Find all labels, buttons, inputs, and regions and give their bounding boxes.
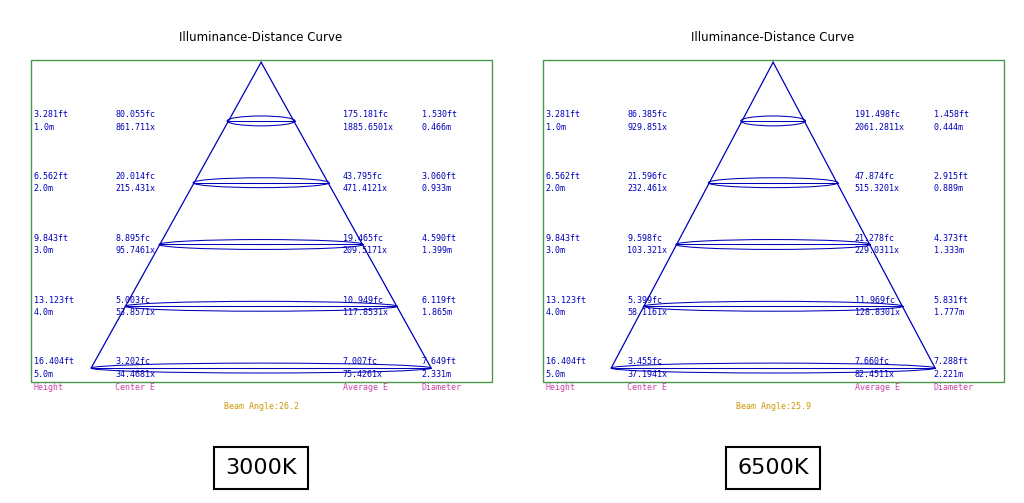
Text: 4.373ft: 4.373ft bbox=[934, 234, 969, 243]
Text: 471.4121x: 471.4121x bbox=[343, 185, 388, 193]
Bar bbox=[31, 60, 492, 382]
Text: 1.458ft: 1.458ft bbox=[934, 110, 969, 119]
Text: 3.281ft: 3.281ft bbox=[34, 110, 69, 119]
Text: 5.003fc: 5.003fc bbox=[116, 296, 151, 305]
Text: 3.0m: 3.0m bbox=[546, 246, 565, 255]
Text: 191.498fc: 191.498fc bbox=[855, 110, 900, 119]
Text: 53.8571x: 53.8571x bbox=[116, 308, 156, 317]
Text: Average E: Average E bbox=[855, 383, 900, 392]
Text: 95.7461x: 95.7461x bbox=[116, 246, 156, 255]
Text: 9.598fc: 9.598fc bbox=[628, 234, 663, 243]
Text: 80.055fc: 80.055fc bbox=[116, 110, 156, 119]
Text: 6.562ft: 6.562ft bbox=[546, 172, 581, 181]
Text: 1885.6501x: 1885.6501x bbox=[343, 123, 393, 132]
Text: 929.851x: 929.851x bbox=[628, 123, 668, 132]
Text: 3.202fc: 3.202fc bbox=[116, 358, 151, 366]
Text: 103.321x: 103.321x bbox=[628, 246, 668, 255]
Text: 215.431x: 215.431x bbox=[116, 185, 156, 193]
Text: 6500K: 6500K bbox=[737, 458, 809, 478]
Text: 10.949fc: 10.949fc bbox=[343, 296, 383, 305]
Text: 2061.2811x: 2061.2811x bbox=[855, 123, 905, 132]
Text: Average E: Average E bbox=[343, 383, 388, 392]
Text: 1.530ft: 1.530ft bbox=[422, 110, 457, 119]
Text: Height: Height bbox=[34, 383, 63, 392]
Text: 37.1941x: 37.1941x bbox=[628, 370, 668, 379]
Text: Illuminance-Distance Curve: Illuminance-Distance Curve bbox=[691, 31, 855, 44]
Text: Diameter: Diameter bbox=[934, 383, 974, 392]
Text: 3.281ft: 3.281ft bbox=[546, 110, 581, 119]
Text: 9.843ft: 9.843ft bbox=[34, 234, 69, 243]
Text: 1.865m: 1.865m bbox=[422, 308, 452, 317]
Text: 47.874fc: 47.874fc bbox=[855, 172, 895, 181]
Text: 1.333m: 1.333m bbox=[934, 246, 964, 255]
Text: 7.288ft: 7.288ft bbox=[934, 358, 969, 366]
Text: 20.014fc: 20.014fc bbox=[116, 172, 156, 181]
Text: 209.5171x: 209.5171x bbox=[343, 246, 388, 255]
Text: 82.4511x: 82.4511x bbox=[855, 370, 895, 379]
Text: 4.590ft: 4.590ft bbox=[422, 234, 457, 243]
Text: 7.007fc: 7.007fc bbox=[343, 358, 378, 366]
Text: 5.399fc: 5.399fc bbox=[628, 296, 663, 305]
Bar bbox=[543, 60, 1004, 382]
Text: 861.711x: 861.711x bbox=[116, 123, 156, 132]
Text: 1.399m: 1.399m bbox=[422, 246, 452, 255]
Text: 7.649ft: 7.649ft bbox=[422, 358, 457, 366]
Text: Beam Angle:25.9: Beam Angle:25.9 bbox=[735, 402, 811, 411]
Text: 3.455fc: 3.455fc bbox=[628, 358, 663, 366]
Text: 232.461x: 232.461x bbox=[628, 185, 668, 193]
Text: 19.465fc: 19.465fc bbox=[343, 234, 383, 243]
Text: 5.831ft: 5.831ft bbox=[934, 296, 969, 305]
Text: 2.915ft: 2.915ft bbox=[934, 172, 969, 181]
Text: Center E: Center E bbox=[628, 383, 668, 392]
Text: 1.0m: 1.0m bbox=[34, 123, 53, 132]
Text: 2.331m: 2.331m bbox=[422, 370, 452, 379]
Text: 5.0m: 5.0m bbox=[546, 370, 565, 379]
Text: 0.466m: 0.466m bbox=[422, 123, 452, 132]
Text: 2.221m: 2.221m bbox=[934, 370, 964, 379]
Text: 16.404ft: 16.404ft bbox=[34, 358, 74, 366]
Text: Diameter: Diameter bbox=[422, 383, 462, 392]
Text: 229.0311x: 229.0311x bbox=[855, 246, 900, 255]
Text: 21.596fc: 21.596fc bbox=[628, 172, 668, 181]
Text: Beam Angle:26.2: Beam Angle:26.2 bbox=[223, 402, 299, 411]
Text: 9.843ft: 9.843ft bbox=[546, 234, 581, 243]
Text: 75.4261x: 75.4261x bbox=[343, 370, 383, 379]
Text: 515.3201x: 515.3201x bbox=[855, 185, 900, 193]
Text: 0.933m: 0.933m bbox=[422, 185, 452, 193]
Text: 43.795fc: 43.795fc bbox=[343, 172, 383, 181]
Text: 0.889m: 0.889m bbox=[934, 185, 964, 193]
Text: 3.0m: 3.0m bbox=[34, 246, 53, 255]
Text: 3.060ft: 3.060ft bbox=[422, 172, 457, 181]
Text: 2.0m: 2.0m bbox=[546, 185, 565, 193]
Text: 21.278fc: 21.278fc bbox=[855, 234, 895, 243]
Text: 0.444m: 0.444m bbox=[934, 123, 964, 132]
Text: 58.1161x: 58.1161x bbox=[628, 308, 668, 317]
Text: 7.660fc: 7.660fc bbox=[855, 358, 890, 366]
Text: 3000K: 3000K bbox=[225, 458, 297, 478]
Text: 5.0m: 5.0m bbox=[34, 370, 53, 379]
Text: 1.777m: 1.777m bbox=[934, 308, 964, 317]
Text: Illuminance-Distance Curve: Illuminance-Distance Curve bbox=[179, 31, 343, 44]
Text: 4.0m: 4.0m bbox=[34, 308, 53, 317]
Text: 6.562ft: 6.562ft bbox=[34, 172, 69, 181]
Text: 117.8531x: 117.8531x bbox=[343, 308, 388, 317]
Text: 34.4681x: 34.4681x bbox=[116, 370, 156, 379]
Text: 6.119ft: 6.119ft bbox=[422, 296, 457, 305]
Text: 8.895fc: 8.895fc bbox=[116, 234, 151, 243]
Text: 86.385fc: 86.385fc bbox=[628, 110, 668, 119]
Text: 11.969fc: 11.969fc bbox=[855, 296, 895, 305]
Text: 4.0m: 4.0m bbox=[546, 308, 565, 317]
Text: 13.123ft: 13.123ft bbox=[546, 296, 586, 305]
Text: 128.8301x: 128.8301x bbox=[855, 308, 900, 317]
Text: 2.0m: 2.0m bbox=[34, 185, 53, 193]
Text: 175.181fc: 175.181fc bbox=[343, 110, 388, 119]
Text: 1.0m: 1.0m bbox=[546, 123, 565, 132]
Text: Center E: Center E bbox=[116, 383, 156, 392]
Text: 16.404ft: 16.404ft bbox=[546, 358, 586, 366]
Text: 13.123ft: 13.123ft bbox=[34, 296, 74, 305]
Text: Height: Height bbox=[546, 383, 575, 392]
